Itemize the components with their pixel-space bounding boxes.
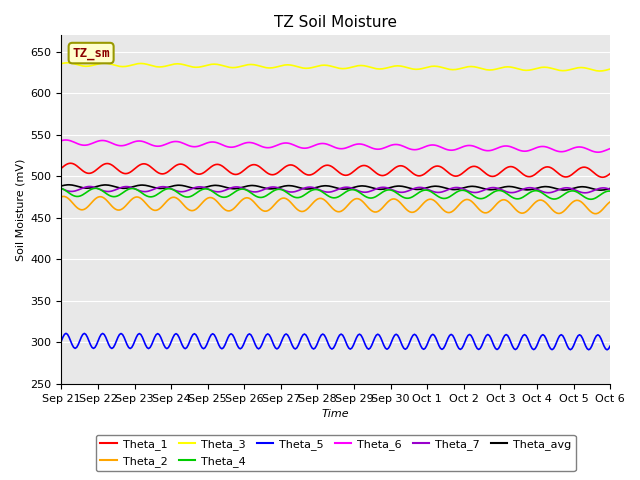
Theta_avg xyxy=(250,183,258,189)
X-axis label: Time: Time xyxy=(322,409,349,419)
Theta_2 xyxy=(250,199,258,205)
Theta_2 xyxy=(59,193,67,199)
Theta_5 xyxy=(604,347,611,353)
Theta_4 xyxy=(223,194,230,200)
Theta_avg xyxy=(241,184,249,190)
Theta_5 xyxy=(241,338,249,344)
Theta_1 xyxy=(126,169,134,175)
Theta_5 xyxy=(299,332,307,338)
Theta_6 xyxy=(62,137,70,143)
Theta_3 xyxy=(241,62,249,68)
Theta_7 xyxy=(577,190,585,195)
Line: Theta_1: Theta_1 xyxy=(61,163,610,177)
Theta_3 xyxy=(606,66,614,72)
Theta_4 xyxy=(126,186,134,192)
Theta_avg xyxy=(126,185,134,191)
Legend: Theta_1, Theta_2, Theta_3, Theta_4, Theta_5, Theta_6, Theta_7, Theta_avg: Theta_1, Theta_2, Theta_3, Theta_4, Thet… xyxy=(96,435,575,471)
Theta_avg xyxy=(597,187,605,193)
Theta_1 xyxy=(577,165,585,171)
Theta_avg xyxy=(65,182,73,188)
Theta_6 xyxy=(58,138,65,144)
Theta_2 xyxy=(223,207,230,213)
Theta_7 xyxy=(223,187,230,192)
Theta_3 xyxy=(58,60,65,66)
Theta_1 xyxy=(598,174,606,180)
Line: Theta_avg: Theta_avg xyxy=(61,185,610,190)
Theta_1 xyxy=(250,162,258,168)
Line: Theta_2: Theta_2 xyxy=(61,196,610,214)
Theta_5 xyxy=(62,331,70,336)
Title: TZ Soil Moisture: TZ Soil Moisture xyxy=(275,15,397,30)
Theta_7 xyxy=(299,186,307,192)
Theta_6 xyxy=(299,145,307,151)
Theta_2 xyxy=(58,194,65,200)
Theta_2 xyxy=(606,199,614,205)
Theta_2 xyxy=(126,198,134,204)
Theta_4 xyxy=(606,188,614,194)
Theta_3 xyxy=(596,68,604,74)
Theta_5 xyxy=(577,333,585,339)
Theta_3 xyxy=(63,60,71,66)
Line: Theta_6: Theta_6 xyxy=(61,140,610,152)
Theta_1 xyxy=(299,169,307,175)
Theta_4 xyxy=(299,193,307,199)
Theta_6 xyxy=(241,140,249,146)
Theta_1 xyxy=(67,160,74,166)
Theta_1 xyxy=(58,165,65,171)
Theta_2 xyxy=(591,211,598,216)
Theta_5 xyxy=(250,338,258,344)
Theta_2 xyxy=(577,199,585,204)
Theta_7 xyxy=(241,186,249,192)
Theta_4 xyxy=(58,186,65,192)
Theta_1 xyxy=(241,167,249,172)
Theta_3 xyxy=(577,65,585,71)
Line: Theta_3: Theta_3 xyxy=(61,63,610,71)
Theta_4 xyxy=(250,192,258,198)
Theta_5 xyxy=(223,338,230,344)
Theta_7 xyxy=(86,184,94,190)
Theta_7 xyxy=(58,186,65,192)
Theta_4 xyxy=(91,185,99,191)
Theta_6 xyxy=(577,144,585,150)
Theta_3 xyxy=(299,65,307,71)
Theta_7 xyxy=(126,184,134,190)
Theta_5 xyxy=(58,338,65,344)
Theta_7 xyxy=(582,190,589,196)
Theta_avg xyxy=(606,186,614,192)
Theta_5 xyxy=(606,343,614,349)
Theta_3 xyxy=(250,62,258,68)
Theta_6 xyxy=(606,146,614,152)
Theta_4 xyxy=(241,187,249,192)
Theta_6 xyxy=(223,144,230,149)
Y-axis label: Soil Moisture (mV): Soil Moisture (mV) xyxy=(15,158,25,261)
Theta_6 xyxy=(250,141,258,146)
Theta_6 xyxy=(594,149,602,155)
Theta_7 xyxy=(250,189,258,195)
Theta_4 xyxy=(577,192,585,198)
Theta_avg xyxy=(223,185,230,191)
Theta_5 xyxy=(126,346,134,351)
Theta_3 xyxy=(126,62,134,68)
Theta_7 xyxy=(606,187,614,192)
Text: TZ_sm: TZ_sm xyxy=(72,47,110,60)
Theta_avg xyxy=(58,183,65,189)
Theta_2 xyxy=(241,195,249,201)
Theta_6 xyxy=(126,141,134,146)
Theta_avg xyxy=(577,184,585,190)
Theta_1 xyxy=(223,167,230,172)
Line: Theta_4: Theta_4 xyxy=(61,188,610,199)
Theta_avg xyxy=(299,186,307,192)
Theta_4 xyxy=(586,196,594,202)
Theta_2 xyxy=(299,208,307,214)
Line: Theta_7: Theta_7 xyxy=(61,187,610,193)
Line: Theta_5: Theta_5 xyxy=(61,334,610,350)
Theta_3 xyxy=(223,64,230,70)
Theta_1 xyxy=(606,171,614,177)
